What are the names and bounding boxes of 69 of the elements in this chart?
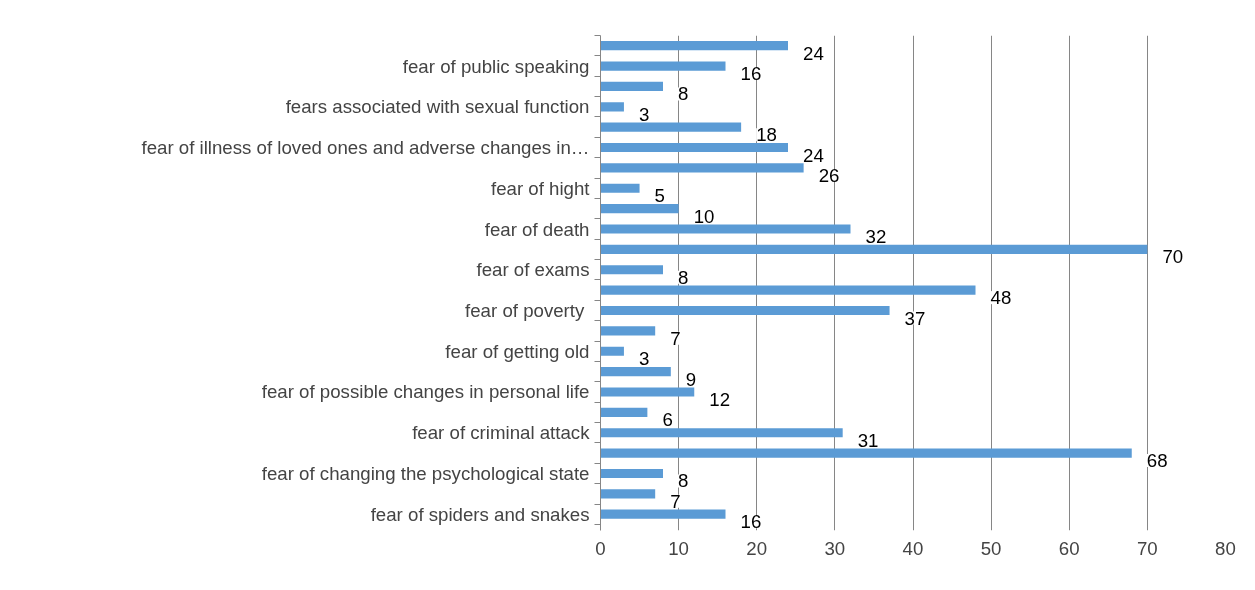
y-tick-label: fear of possible changes in personal life — [261, 381, 590, 403]
bar — [600, 102, 624, 112]
data-label: 18 — [756, 124, 777, 146]
bar — [600, 367, 671, 377]
data-label: 8 — [678, 470, 689, 492]
data-label: 16 — [740, 511, 762, 533]
bar — [600, 244, 1148, 254]
x-tick-label: 60 — [1058, 537, 1080, 559]
bar — [600, 407, 648, 417]
data-label: 31 — [857, 429, 879, 451]
bar — [600, 509, 726, 519]
bar — [600, 326, 656, 336]
bar — [600, 142, 788, 153]
data-label: 37 — [904, 307, 926, 329]
data-label: 7 — [670, 490, 681, 512]
data-label: 70 — [1162, 246, 1184, 268]
x-tick-label: 0 — [595, 537, 606, 559]
x-tick-label: 80 — [1215, 537, 1236, 559]
data-label: 7 — [670, 327, 681, 349]
y-tick-label: fear of illness of loved ones and adverse changes in… — [141, 137, 590, 159]
y-tick-label: fear of poverty — [465, 300, 585, 321]
data-label: 9 — [685, 368, 697, 390]
bar — [600, 448, 1132, 458]
x-tick-label: 30 — [824, 537, 846, 559]
data-label: 32 — [865, 226, 887, 248]
data-label: 24 — [803, 144, 824, 166]
x-tick-label: 50 — [980, 537, 1002, 559]
x-tick-label: 70 — [1137, 537, 1158, 559]
bar — [600, 285, 976, 295]
bar — [600, 224, 851, 234]
bar — [600, 122, 742, 132]
bar — [600, 265, 663, 275]
y-tick-label: fear of hight — [490, 177, 591, 199]
bar — [600, 305, 890, 316]
data-label: 6 — [662, 409, 673, 431]
y-tick-label: fear of spiders and snakes — [370, 503, 590, 525]
x-tick-label: 10 — [668, 537, 690, 559]
bar — [600, 346, 624, 356]
bar — [600, 489, 656, 499]
data-label: 3 — [638, 103, 650, 125]
bar — [600, 387, 695, 397]
x-tick-label: 40 — [902, 537, 924, 559]
data-label: 10 — [693, 205, 715, 227]
bar — [600, 183, 640, 193]
data-label: 12 — [709, 388, 731, 410]
bar — [600, 468, 663, 479]
bar — [600, 204, 679, 214]
data-label: 26 — [818, 164, 840, 186]
data-label: 24 — [803, 42, 824, 64]
y-tick-label: fear of getting old — [445, 340, 590, 362]
y-tick-label: fear of exams — [476, 259, 590, 281]
bar — [600, 428, 843, 438]
y-tick-label: fear of criminal attack — [412, 422, 591, 444]
data-label: 8 — [678, 83, 689, 105]
x-tick-label: 20 — [746, 537, 768, 559]
bar — [600, 41, 788, 51]
y-tick-label: fear of changing the psychological state — [261, 462, 590, 484]
data-label: 8 — [678, 266, 689, 288]
bar — [600, 61, 726, 71]
bar — [600, 81, 663, 92]
data-label: 3 — [638, 348, 650, 370]
y-tick-label: fear of public speaking — [402, 55, 590, 77]
bar — [600, 163, 804, 173]
data-label: 16 — [740, 63, 762, 85]
data-label: 48 — [990, 287, 1012, 309]
y-tick-label: fear of death — [484, 218, 590, 240]
y-tick-label: fears associated with sexual function — [285, 96, 590, 118]
data-label: 68 — [1146, 450, 1168, 472]
data-label: 5 — [654, 185, 665, 207]
